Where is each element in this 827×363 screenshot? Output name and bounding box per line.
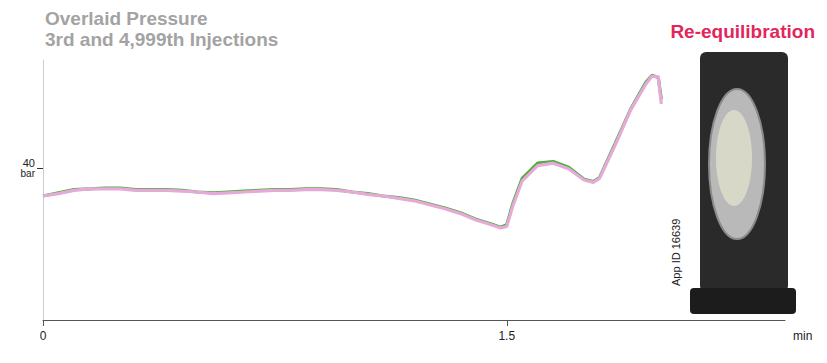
svg-text:3rd and 4,999th Injections: 3rd and 4,999th Injections [45, 29, 278, 50]
svg-text:min: min [793, 329, 812, 343]
svg-text:App ID 16639: App ID 16639 [670, 219, 682, 286]
svg-text:0: 0 [40, 329, 47, 343]
svg-text:Re-equilibration: Re-equilibration [670, 21, 815, 42]
svg-text:Overlaid Pressure: Overlaid Pressure [45, 8, 208, 29]
svg-text:bar: bar [21, 168, 36, 179]
svg-text:40: 40 [22, 157, 35, 169]
svg-text:1.5: 1.5 [498, 329, 515, 343]
